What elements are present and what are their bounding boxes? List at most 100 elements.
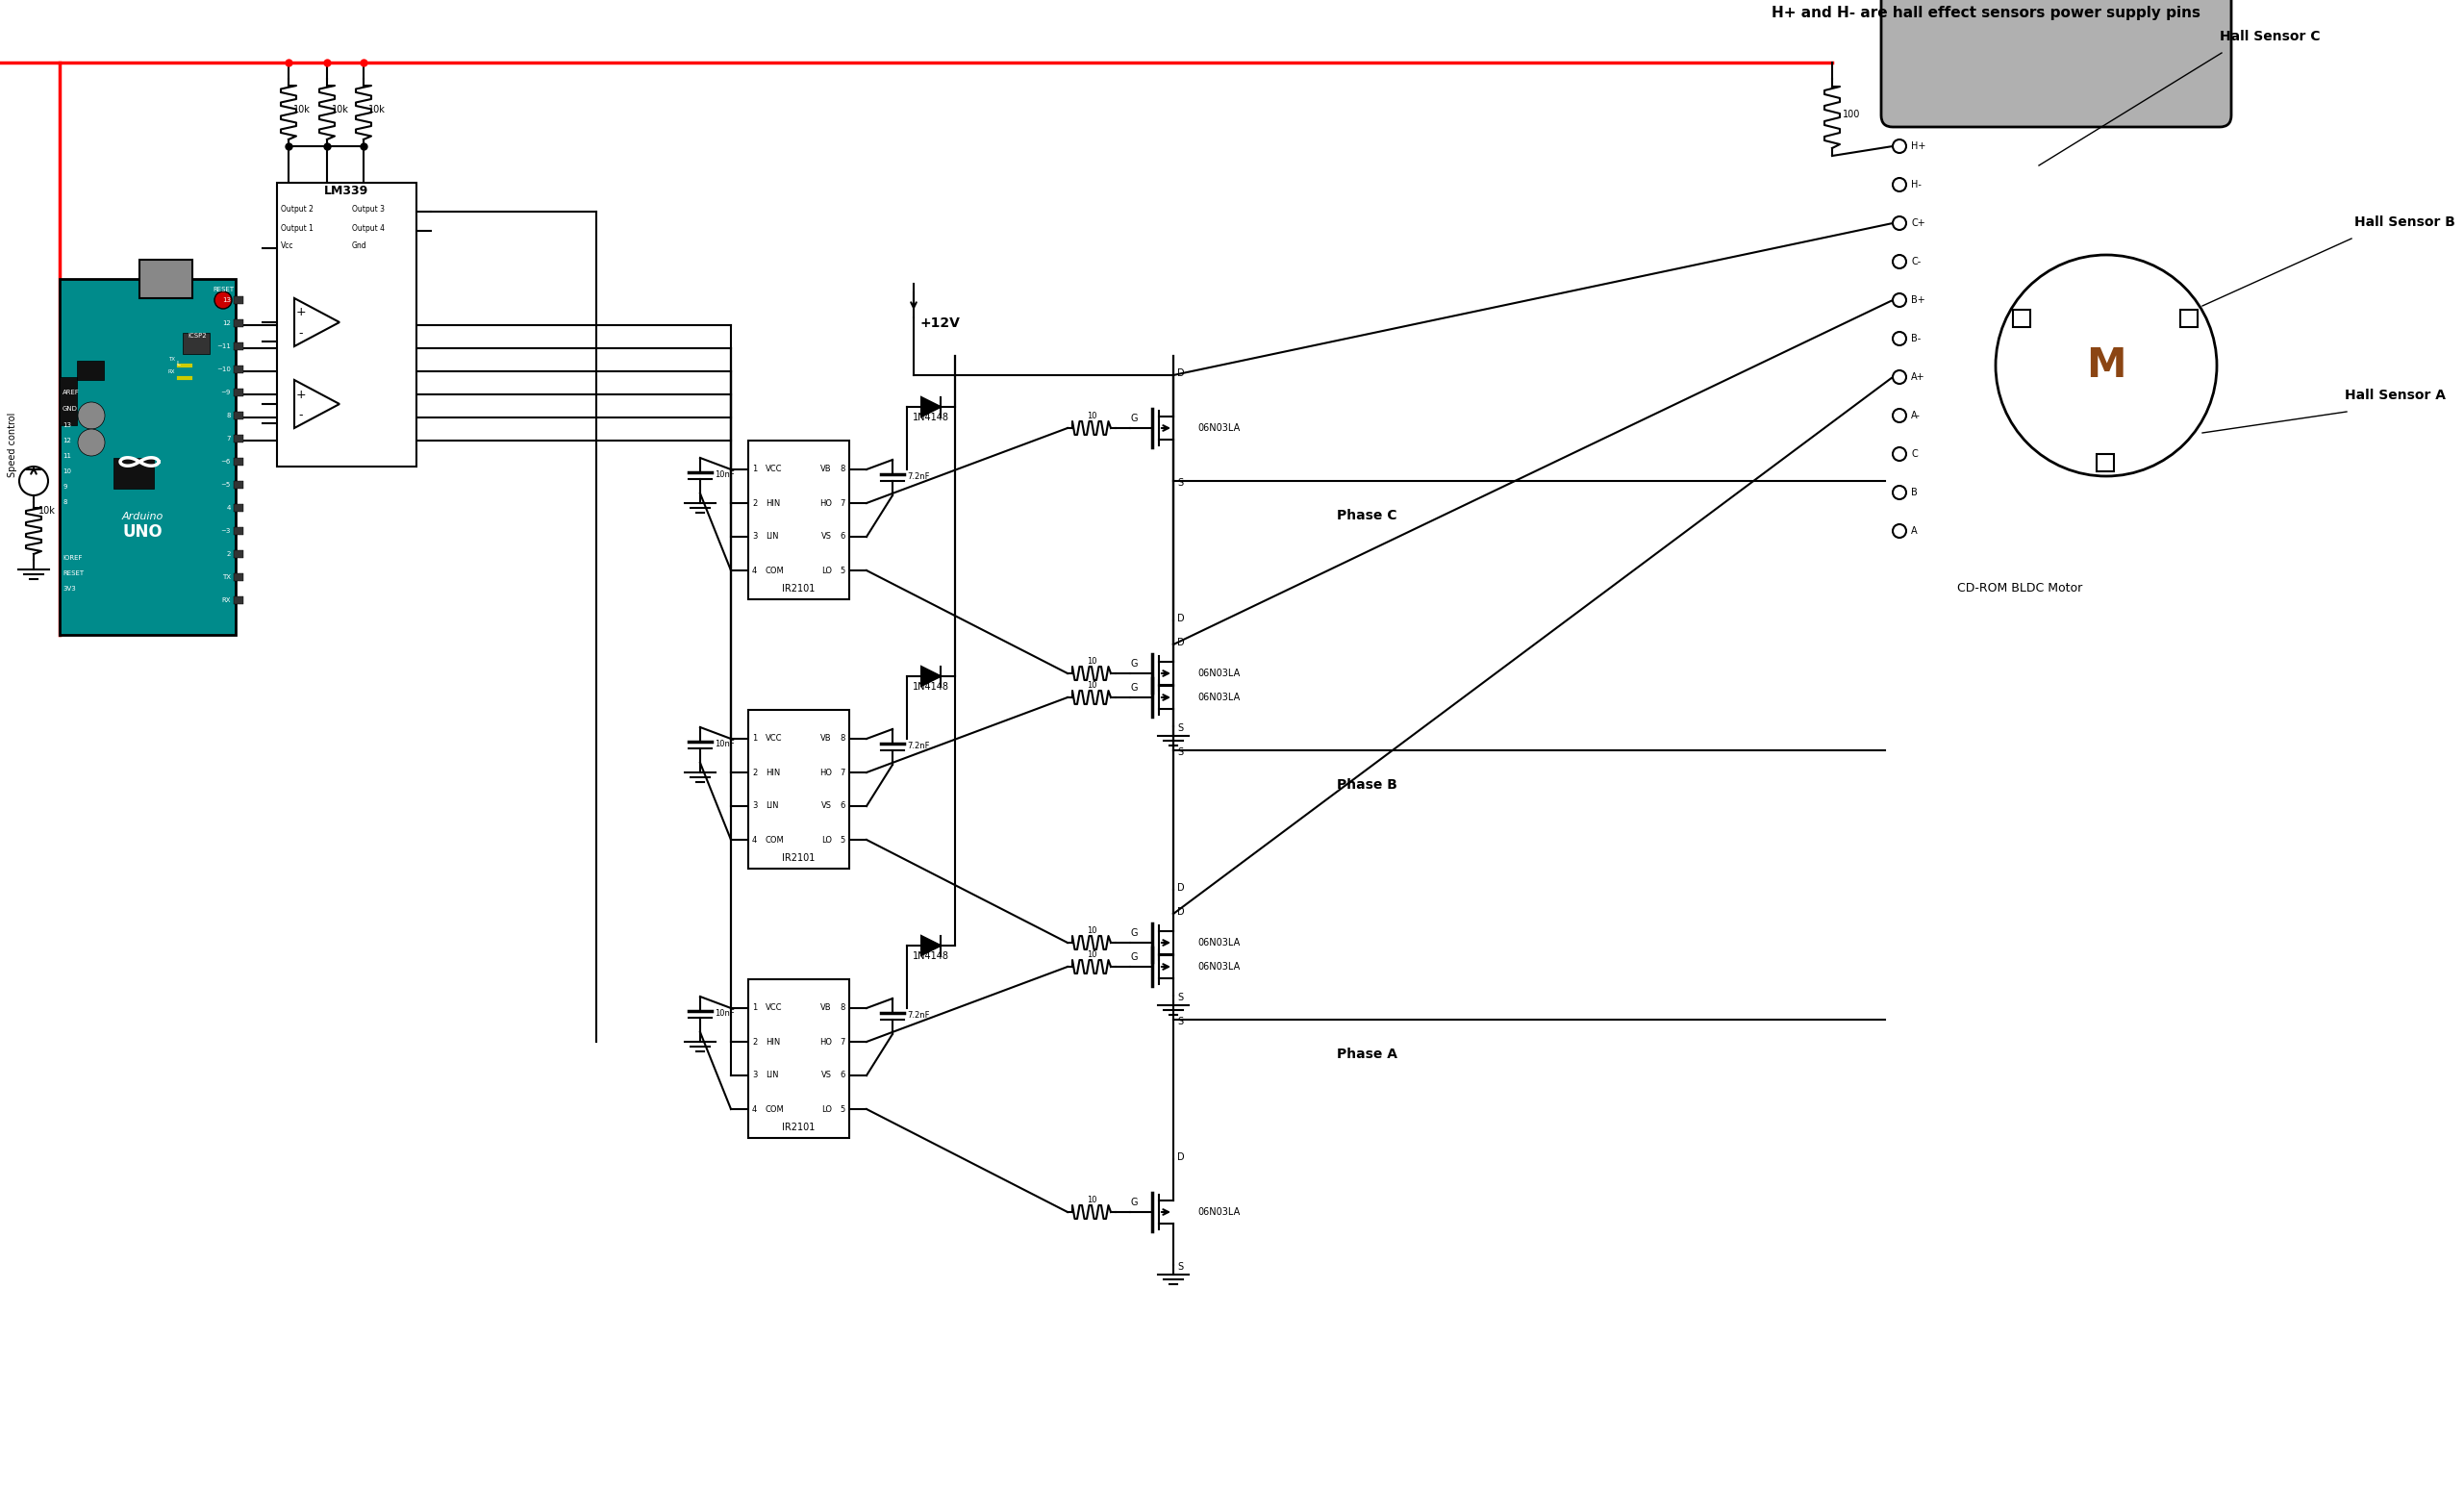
Circle shape xyxy=(1892,486,1907,499)
Text: ~9: ~9 xyxy=(222,389,232,395)
Text: LO: LO xyxy=(821,835,833,844)
Text: D: D xyxy=(1178,638,1185,647)
Text: 8: 8 xyxy=(840,1003,845,1012)
Text: A+: A+ xyxy=(1912,373,1924,382)
Text: S: S xyxy=(1178,1017,1183,1026)
Circle shape xyxy=(1996,255,2218,476)
Text: 7.2nF: 7.2nF xyxy=(907,473,929,482)
Text: 10nF: 10nF xyxy=(715,471,734,480)
Text: Phase B: Phase B xyxy=(1338,778,1397,792)
Text: 11: 11 xyxy=(62,453,71,459)
Text: +: + xyxy=(296,388,306,401)
Text: 7: 7 xyxy=(227,435,232,441)
Text: 1N4148: 1N4148 xyxy=(912,951,949,962)
Text: COM: COM xyxy=(766,835,784,844)
Text: 1N4148: 1N4148 xyxy=(912,681,949,692)
Text: 10nF: 10nF xyxy=(715,1009,734,1018)
Text: 10: 10 xyxy=(1087,658,1096,665)
Text: C+: C+ xyxy=(1912,218,1924,228)
Text: LIN: LIN xyxy=(766,1071,779,1079)
Bar xyxy=(182,332,209,353)
Text: 1N4148: 1N4148 xyxy=(912,413,949,422)
Bar xyxy=(749,710,850,869)
Text: Hall Sensor B: Hall Sensor B xyxy=(2353,216,2454,230)
Text: Output 2: Output 2 xyxy=(281,204,313,213)
Text: 3: 3 xyxy=(752,532,756,541)
Text: B: B xyxy=(1912,488,1917,498)
Circle shape xyxy=(1892,255,1907,268)
Circle shape xyxy=(1892,447,1907,461)
Polygon shape xyxy=(922,936,941,956)
Text: AREF: AREF xyxy=(62,389,79,395)
Bar xyxy=(234,482,244,489)
Text: HIN: HIN xyxy=(766,1038,781,1047)
Text: 13: 13 xyxy=(222,297,232,303)
Text: Hall Sensor C: Hall Sensor C xyxy=(2220,30,2321,43)
Text: 1: 1 xyxy=(752,735,756,743)
Text: ~5: ~5 xyxy=(222,482,232,488)
Text: RESET: RESET xyxy=(212,286,234,292)
Text: RESET: RESET xyxy=(62,571,84,576)
Text: 10: 10 xyxy=(1087,1196,1096,1205)
Text: D: D xyxy=(1178,907,1185,917)
Text: GND: GND xyxy=(62,406,79,412)
Text: 2: 2 xyxy=(752,1038,756,1047)
Text: ~11: ~11 xyxy=(217,343,232,349)
Text: 7: 7 xyxy=(840,499,845,507)
Text: B-: B- xyxy=(1912,334,1922,343)
Text: VB: VB xyxy=(821,1003,833,1012)
Text: D: D xyxy=(1178,1153,1185,1161)
Text: IR2101: IR2101 xyxy=(781,853,816,863)
Text: G: G xyxy=(1131,659,1138,668)
Text: LO: LO xyxy=(821,567,833,574)
Text: S: S xyxy=(1178,993,1183,1002)
Text: 4: 4 xyxy=(752,567,756,574)
Text: Gnd: Gnd xyxy=(352,242,367,250)
Text: 7.2nF: 7.2nF xyxy=(907,1011,929,1020)
Text: 10: 10 xyxy=(62,468,71,474)
Text: COM: COM xyxy=(766,1105,784,1114)
Text: 1: 1 xyxy=(752,1003,756,1012)
Text: 2: 2 xyxy=(227,552,232,558)
Text: TX: TX xyxy=(168,356,175,362)
Text: IR2101: IR2101 xyxy=(781,1123,816,1132)
Bar xyxy=(234,550,244,558)
Text: A: A xyxy=(1912,526,1917,535)
Bar xyxy=(59,279,237,635)
Text: VS: VS xyxy=(821,1071,833,1079)
Text: 4: 4 xyxy=(752,1105,756,1114)
Text: -: - xyxy=(298,410,303,422)
Text: LIN: LIN xyxy=(766,532,779,541)
Text: 3: 3 xyxy=(752,802,756,811)
Text: 10k: 10k xyxy=(293,104,310,115)
Text: Output 1: Output 1 xyxy=(281,224,313,233)
Text: 8: 8 xyxy=(227,413,232,419)
Text: 2: 2 xyxy=(752,499,756,507)
Text: 12: 12 xyxy=(62,438,71,443)
Bar xyxy=(2181,310,2198,327)
Circle shape xyxy=(1892,294,1907,307)
Text: -: - xyxy=(298,328,303,340)
Text: 8: 8 xyxy=(840,735,845,743)
Bar xyxy=(749,980,850,1138)
Text: D: D xyxy=(1178,614,1185,623)
Circle shape xyxy=(1892,332,1907,346)
Text: 6: 6 xyxy=(840,802,845,811)
Text: Output 4: Output 4 xyxy=(352,224,384,233)
Text: ~3: ~3 xyxy=(222,528,232,534)
Bar xyxy=(59,377,76,425)
FancyBboxPatch shape xyxy=(1880,0,2232,127)
Text: VCC: VCC xyxy=(766,1003,784,1012)
Text: 06N03LA: 06N03LA xyxy=(1198,423,1239,432)
Text: HIN: HIN xyxy=(766,768,781,777)
Text: 7.2nF: 7.2nF xyxy=(907,743,929,751)
Polygon shape xyxy=(922,397,941,416)
Text: VCC: VCC xyxy=(766,465,784,474)
Text: 10k: 10k xyxy=(39,505,57,516)
Text: HO: HO xyxy=(821,1038,833,1047)
Text: +12V: +12V xyxy=(919,316,958,330)
Text: LO: LO xyxy=(821,1105,833,1114)
Text: 10k: 10k xyxy=(333,104,350,115)
Text: ~10: ~10 xyxy=(217,367,232,373)
Text: 4: 4 xyxy=(752,835,756,844)
